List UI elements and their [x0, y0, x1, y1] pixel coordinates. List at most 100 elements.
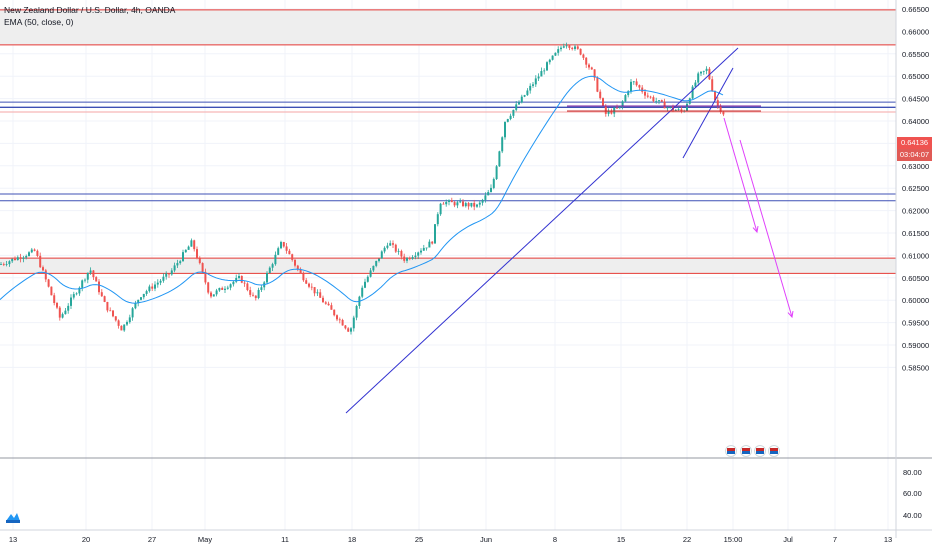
candle-up [25, 255, 28, 258]
candle-up [540, 71, 543, 77]
candle-down [308, 283, 310, 287]
candle-up [389, 243, 392, 246]
candle-down [604, 105, 607, 114]
candle-up [369, 270, 372, 277]
candle-up [414, 255, 417, 258]
candle-up [439, 203, 442, 215]
price-tick-label: 0.62000 [902, 207, 929, 216]
time-tick-label: 20 [82, 535, 90, 544]
candle-up [705, 68, 708, 71]
candle-up [506, 119, 509, 122]
candle-up [215, 290, 218, 295]
candle-down [330, 305, 333, 310]
candle-down [590, 67, 593, 70]
candle-down [716, 100, 719, 106]
candle-down [240, 275, 243, 283]
candle-up [280, 242, 282, 249]
candle-up [691, 86, 694, 99]
candle-up [170, 270, 173, 275]
candle-down [302, 273, 305, 281]
candle-up [632, 81, 635, 83]
candle-up [67, 305, 70, 311]
candle-down [660, 100, 663, 102]
candle-up [140, 297, 142, 300]
candle-down [568, 45, 571, 48]
candle-up [688, 98, 691, 104]
price-tick-label: 0.59500 [902, 319, 929, 328]
candle-up [470, 202, 473, 207]
candle-up [411, 257, 414, 259]
event-flag-icon-stripe [727, 451, 735, 454]
candle-up [352, 317, 355, 329]
projection-arrow-short [723, 117, 758, 233]
candle-down [294, 259, 296, 266]
candle-down [210, 292, 212, 297]
candle-up [148, 286, 151, 292]
candle-down [44, 270, 47, 280]
candle-up [520, 96, 523, 103]
candle-down [95, 277, 98, 282]
candle-up [30, 249, 33, 253]
candle-down [151, 286, 154, 289]
candle-down [453, 202, 456, 206]
candle-up [16, 257, 19, 261]
candle-down [322, 297, 324, 303]
indicator-label[interactable]: EMA (50, close, 0) [4, 17, 74, 27]
candle-up [406, 258, 408, 261]
candle-down [168, 273, 170, 275]
candle-up [386, 245, 389, 248]
ema-line [0, 75, 724, 304]
tradingview-logo-icon[interactable] [5, 510, 21, 523]
candle-up [271, 264, 274, 268]
candle-up [543, 70, 546, 72]
candle-up [702, 70, 705, 72]
candle-up [445, 202, 448, 205]
candle-down [392, 243, 394, 245]
candle-up [184, 249, 187, 253]
oscillator-tick-label: 40.00 [903, 511, 922, 520]
candle-up [529, 85, 532, 91]
candle-down [299, 269, 302, 274]
candle-down [246, 283, 249, 291]
candle-down [112, 310, 114, 317]
candle-down [243, 282, 246, 284]
candle-up [677, 109, 680, 111]
candle-down [103, 296, 106, 302]
candle-down [100, 292, 103, 297]
candle-up [504, 121, 506, 138]
candle-up [224, 288, 226, 290]
event-flag-icon-stripe [770, 448, 778, 451]
candle-up [165, 273, 168, 277]
candle-up [526, 90, 529, 96]
price-tick-label: 0.65000 [902, 72, 929, 81]
candle-up [655, 101, 658, 102]
candle-down [571, 47, 574, 49]
candle-down [644, 91, 646, 96]
candle-up [484, 195, 487, 200]
candle-up [537, 76, 540, 79]
candle-up [383, 247, 386, 252]
candle-up [22, 257, 25, 259]
candle-down [109, 310, 112, 312]
time-tick-label: 18 [348, 535, 356, 544]
time-tick-label: 27 [148, 535, 156, 544]
candle-down [596, 77, 599, 92]
candle-up [28, 252, 30, 256]
candle-up [5, 264, 8, 265]
candle-up [420, 250, 422, 253]
candle-down [616, 107, 618, 109]
candle-down [344, 325, 347, 329]
symbol-title[interactable]: New Zealand Dollar / U.S. Dollar, 4h, OA… [4, 5, 176, 15]
time-tick-label: Jun [480, 535, 492, 544]
candle-up [459, 201, 462, 203]
candle-down [711, 79, 714, 92]
candle-down [2, 264, 5, 265]
candle-down [39, 255, 42, 268]
candle-up [448, 200, 450, 203]
candle-down [347, 328, 350, 332]
candle-down [282, 242, 285, 247]
time-tick-label: Jul [783, 535, 793, 544]
candle-up [268, 267, 271, 274]
